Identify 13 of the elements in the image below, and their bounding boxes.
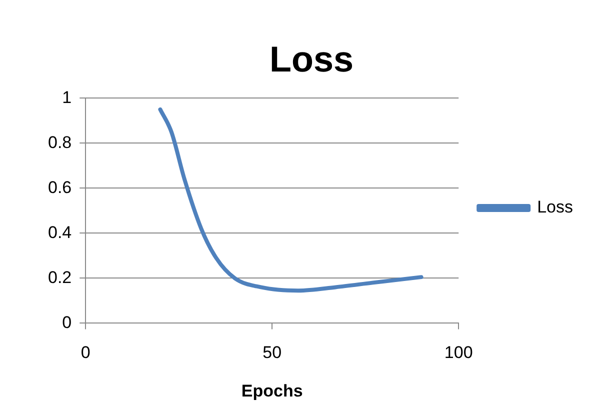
y-tick-label: 0.2 <box>48 268 72 287</box>
x-tick-label: 50 <box>262 343 282 362</box>
x-tick-label: 0 <box>80 343 90 362</box>
legend-label: Loss <box>537 198 574 217</box>
y-tick-label: 0.6 <box>48 178 72 197</box>
y-tick-label: 1 <box>62 88 72 107</box>
y-tick-label: 0 <box>62 312 72 332</box>
y-tick-label: 0.8 <box>48 132 72 152</box>
x-tick-label: 100 <box>444 343 473 362</box>
y-tick-label: 0.4 <box>48 222 72 242</box>
chart-title: Loss <box>269 38 354 80</box>
line-series <box>158 107 424 293</box>
x-axis-title: Epochs <box>241 381 303 400</box>
